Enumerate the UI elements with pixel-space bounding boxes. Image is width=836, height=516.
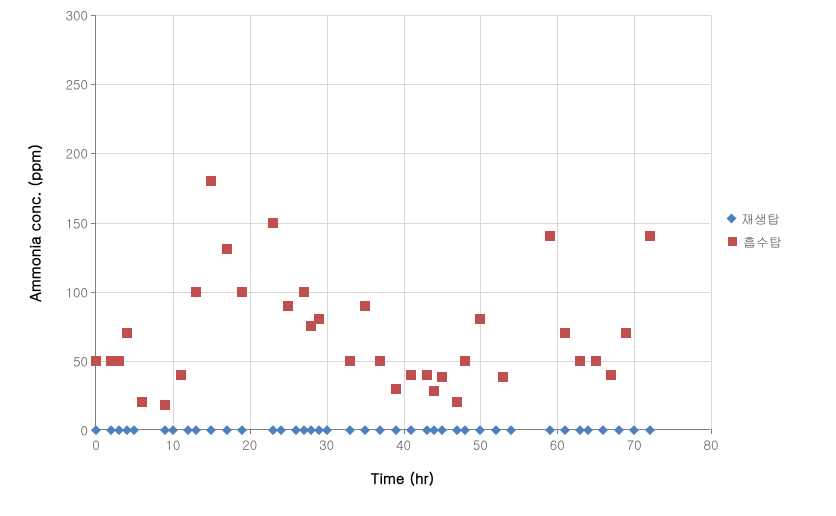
data-point-square <box>452 397 462 407</box>
data-point-diamond <box>207 425 217 435</box>
data-point-diamond <box>599 425 609 435</box>
gridline-vertical <box>634 15 635 429</box>
data-point-square <box>437 372 447 382</box>
gridline-vertical <box>404 15 405 429</box>
data-point-diamond <box>276 425 286 435</box>
data-point-square <box>237 287 247 297</box>
data-point-square <box>314 314 324 324</box>
x-tick-label: 80 <box>704 429 719 454</box>
data-point-square <box>114 356 124 366</box>
ammonia-chart: 05010015020025030001020304050607080 재생탑흡… <box>0 0 836 516</box>
data-point-square <box>206 176 216 186</box>
legend-marker-square-icon <box>728 237 737 246</box>
data-point-square <box>645 231 655 241</box>
data-point-square <box>176 370 186 380</box>
gridline-vertical <box>327 15 328 429</box>
legend-label: 흡수탑 <box>743 232 782 251</box>
data-point-square <box>137 397 147 407</box>
data-point-square <box>391 384 401 394</box>
gridline-vertical <box>557 15 558 429</box>
data-point-square <box>360 301 370 311</box>
gridline-vertical <box>173 15 174 429</box>
y-tick-label: 150 <box>66 213 96 232</box>
data-point-diamond <box>222 425 232 435</box>
y-tick-label: 300 <box>66 6 96 25</box>
data-point-diamond <box>460 425 470 435</box>
y-tick-label: 100 <box>66 282 96 301</box>
data-point-diamond <box>645 425 655 435</box>
data-point-square <box>191 287 201 297</box>
data-point-square <box>575 356 585 366</box>
data-point-square <box>460 356 470 366</box>
x-axis-title: Time (hr) <box>371 468 435 489</box>
x-tick-label: 20 <box>242 429 257 454</box>
y-tick-label: 200 <box>66 144 96 163</box>
legend-item: 재생탑 <box>728 209 782 228</box>
data-point-diamond <box>506 425 516 435</box>
legend-item: 흡수탑 <box>728 232 782 251</box>
data-point-diamond <box>437 425 447 435</box>
data-point-square <box>422 370 432 380</box>
gridline-vertical <box>711 15 712 429</box>
legend-marker-diamond-icon <box>727 214 737 224</box>
data-point-square <box>160 400 170 410</box>
data-point-square <box>268 218 278 228</box>
data-point-square <box>283 301 293 311</box>
data-point-square <box>91 356 101 366</box>
legend-label: 재생탑 <box>741 209 780 228</box>
data-point-square <box>560 328 570 338</box>
data-point-square <box>375 356 385 366</box>
data-point-square <box>122 328 132 338</box>
data-point-diamond <box>360 425 370 435</box>
data-point-square <box>621 328 631 338</box>
data-point-square <box>222 244 232 254</box>
data-point-square <box>429 386 439 396</box>
data-point-square <box>591 356 601 366</box>
data-point-diamond <box>376 425 386 435</box>
y-axis-title: Ammonia conc. (ppm) <box>25 144 46 302</box>
gridline-vertical <box>480 15 481 429</box>
data-point-square <box>545 231 555 241</box>
gridline-vertical <box>250 15 251 429</box>
legend: 재생탑흡수탑 <box>728 205 782 255</box>
data-point-square <box>345 356 355 366</box>
data-point-diamond <box>130 425 140 435</box>
plot-area: 05010015020025030001020304050607080 <box>95 15 710 430</box>
data-point-square <box>475 314 485 324</box>
data-point-diamond <box>583 425 593 435</box>
data-point-diamond <box>345 425 355 435</box>
y-tick-label: 250 <box>66 75 96 94</box>
data-point-diamond <box>491 425 501 435</box>
data-point-square <box>406 370 416 380</box>
data-point-diamond <box>614 425 624 435</box>
data-point-square <box>498 372 508 382</box>
data-point-square <box>299 287 309 297</box>
data-point-diamond <box>191 425 201 435</box>
data-point-square <box>606 370 616 380</box>
